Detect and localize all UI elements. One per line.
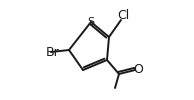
Text: Br: Br [46,46,60,58]
Text: O: O [133,63,143,76]
Text: S: S [87,17,94,27]
Text: Cl: Cl [117,10,129,22]
